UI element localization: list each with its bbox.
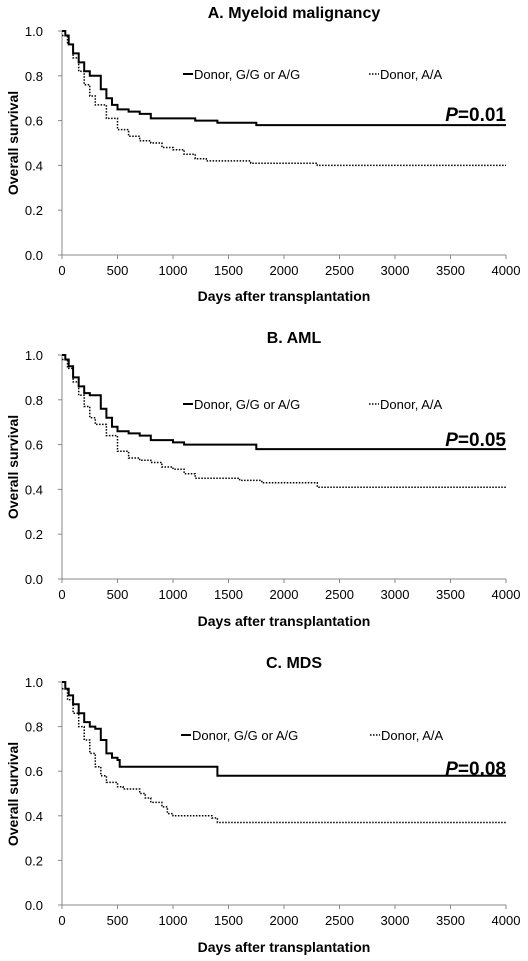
x-tick-label: 1000 [159,913,188,928]
y-tick-label: 0.2 [25,527,43,542]
legend: Donor, G/G or A/G Donor, A/A [181,728,443,743]
p-value: =0.01 [458,105,507,126]
p-value: =0.05 [458,430,507,451]
p-value-annotation: P=0.05 [445,430,506,451]
x-tick-label: 1000 [159,587,188,602]
x-tick-label: 1500 [214,263,243,278]
p-label: P [445,105,458,126]
x-tick-label: 0 [58,587,65,602]
y-tick-label: 1.0 [25,24,43,39]
panel-aml: B. AML Days after transplantation Overal… [5,330,520,629]
series-aa-curve [62,358,506,488]
x-tick-label: 2000 [270,913,299,928]
x-tick-label: 0 [58,263,65,278]
x-axis-label: Days after transplantation [198,288,371,304]
legend-label-gg-ag: Donor, G/G or A/G [194,67,300,82]
y-tick-label: 0.0 [25,248,43,263]
panel-title: B. AML [267,330,322,347]
y-tick-label: 0.6 [25,114,43,129]
x-tick-label: 4000 [492,263,521,278]
x-tick-label: 2000 [270,263,299,278]
y-axis-label: Overall survival [5,415,21,519]
panel-title: C. MDS [266,655,322,672]
x-tick-label: 2500 [325,263,354,278]
x-tick-label: 3500 [436,263,465,278]
p-value-annotation: P=0.01 [445,105,506,126]
legend-label-gg-ag: Donor, G/G or A/G [194,397,300,412]
panel-mds: C. MDS Days after transplantation Overal… [5,655,520,955]
x-tick-label: 1500 [214,587,243,602]
x-tick-label: 1000 [159,263,188,278]
x-tick-label: 3500 [436,913,465,928]
y-tick-label: 1.0 [25,348,43,363]
x-tick-label: 3000 [381,587,410,602]
panel-myeloid-malignancy: A. Myeloid malignancy Days after transpl… [5,5,520,304]
x-tick-label: 3500 [436,587,465,602]
panel-title: A. Myeloid malignancy [208,5,381,22]
series-aa-curve [62,34,506,167]
y-tick-label: 0.0 [25,572,43,587]
x-tick-label: 0 [58,913,65,928]
p-label: P [445,759,458,780]
y-axis-label: Overall survival [5,91,21,195]
y-tick-label: 0.8 [25,393,43,408]
y-tick-label: 0.4 [25,158,43,173]
y-tick-label: 0.2 [25,203,43,218]
y-tick-label: 0.8 [25,720,43,735]
x-tick-label: 500 [107,587,129,602]
x-axis-label: Days after transplantation [198,939,371,955]
x-tick-label: 3000 [381,263,410,278]
x-tick-label: 500 [107,913,129,928]
x-tick-label: 4000 [492,913,521,928]
x-tick-label: 3000 [381,913,410,928]
y-tick-label: 0.2 [25,853,43,868]
legend: Donor, G/G or A/G Donor, A/A [183,397,442,412]
p-value: =0.08 [458,759,506,780]
legend-label-aa: Donor, A/A [381,728,443,743]
x-tick-label: 500 [107,263,129,278]
series-aa-curve [62,687,506,824]
x-tick-label: 4000 [492,587,521,602]
y-tick-label: 0.4 [25,482,43,497]
legend-label-aa: Donor, A/A [380,67,442,82]
series-gg-ag-curve [62,681,506,777]
x-tick-label: 2500 [325,587,354,602]
y-axis-label: Overall survival [5,742,21,846]
x-tick-label: 2500 [325,913,354,928]
legend-label-aa: Donor, A/A [380,397,442,412]
p-label: P [445,430,458,451]
x-tick-label: 1500 [214,913,243,928]
y-tick-label: 0.8 [25,69,43,84]
p-value-annotation: P=0.08 [445,759,506,780]
y-tick-label: 0.0 [25,898,43,913]
y-tick-label: 0.4 [25,809,43,824]
y-tick-label: 1.0 [25,675,43,690]
x-tick-label: 2000 [270,587,299,602]
x-axis-label: Days after transplantation [198,613,371,629]
y-tick-label: 0.6 [25,438,43,453]
legend: Donor, G/G or A/G Donor, A/A [183,67,442,82]
y-tick-label: 0.6 [25,764,43,779]
legend-label-gg-ag: Donor, G/G or A/G [192,728,298,743]
